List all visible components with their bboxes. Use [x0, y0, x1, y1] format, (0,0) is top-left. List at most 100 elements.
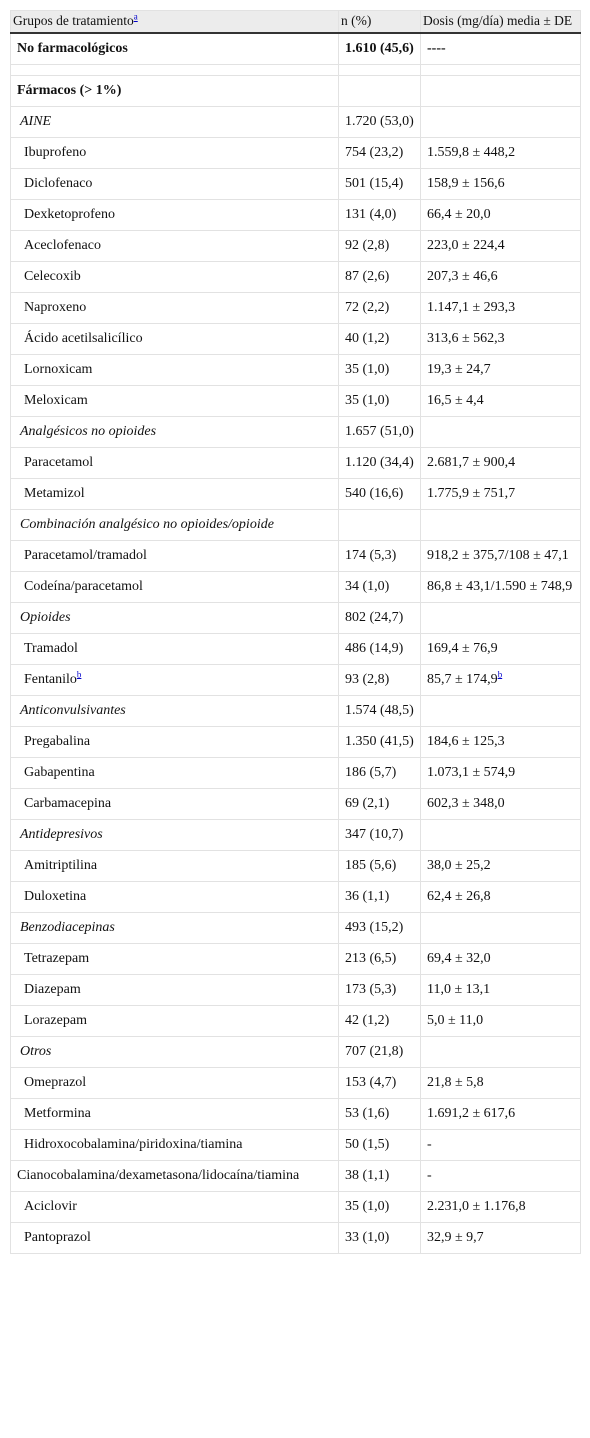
table-cell: 501 (15,4) [338, 168, 421, 200]
table-cell: Meloxicam [10, 385, 339, 417]
table-row: Otros 707 (21,8) [10, 1036, 581, 1068]
data-table: Grupos de tratamientoa n (%) Dosis (mg/día… [10, 10, 581, 1254]
footnote-ref: b [76, 669, 82, 680]
table-cell: 11,0 ± 13,1 [420, 974, 581, 1006]
table-cell: 38,0 ± 25,2 [420, 850, 581, 882]
table-cell: Pantoprazol [10, 1222, 339, 1254]
table-cell: Dexketoprofeno [10, 199, 339, 231]
table-cell: 174 (5,3) [338, 540, 421, 572]
table-cell: 92 (2,8) [338, 230, 421, 262]
table-row: Hidroxocobalamina/piridoxina/tiamina 50 (… [10, 1129, 581, 1161]
table-row: Aciclovir 35 (1,0) 2.231,0 ± 1.176,8 [10, 1191, 581, 1223]
table-cell: Codeína/paracetamol [10, 571, 339, 603]
table-row: Celecoxib 87 (2,6) 207,3 ± 46,6 [10, 261, 581, 293]
table-row: Antidepresivos 347 (10,7) [10, 819, 581, 851]
table-row: Tramadol 486 (14,9) 169,4 ± 76,9 [10, 633, 581, 665]
table-cell: 486 (14,9) [338, 633, 421, 665]
table-cell [420, 509, 581, 541]
table-row [10, 64, 581, 76]
footnote-ref: b [497, 669, 503, 680]
table-cell: ---- [420, 32, 581, 65]
table-row: Pantoprazol 33 (1,0) 32,9 ± 9,7 [10, 1222, 581, 1254]
table-cell: Pregabalina [10, 726, 339, 758]
table-cell [10, 64, 339, 76]
table-cell [420, 912, 581, 944]
table-cell: 33 (1,0) [338, 1222, 421, 1254]
header-cell: Grupos de tratamientoa [10, 10, 339, 34]
table-cell: 1.610 (45,6) [338, 32, 421, 65]
table-row: Ibuprofeno 754 (23,2) 1.559,8 ± 448,2 [10, 137, 581, 169]
table-cell: No farmacológicos [10, 32, 339, 65]
table-cell: 1.775,9 ± 751,7 [420, 478, 581, 510]
table-cell: Combinación analgésico no opioides/opioi… [10, 509, 339, 541]
table-cell: 32,9 ± 9,7 [420, 1222, 581, 1254]
table-cell: AINE [10, 106, 339, 138]
table-cell: Paracetamol [10, 447, 339, 479]
table-cell: 1.120 (34,4) [338, 447, 421, 479]
table-cell: 153 (4,7) [338, 1067, 421, 1099]
table-cell: 173 (5,3) [338, 974, 421, 1006]
table-cell [420, 602, 581, 634]
table-cell: 1.657 (51,0) [338, 416, 421, 448]
table-cell: 35 (1,0) [338, 385, 421, 417]
header-row: Grupos de tratamientoa n (%) Dosis (mg/día… [10, 10, 581, 34]
table-cell: Carbamacepina [10, 788, 339, 820]
table-row: Benzodiacepinas 493 (15,2) [10, 912, 581, 944]
table-cell: Celecoxib [10, 261, 339, 293]
table-cell: - [420, 1160, 581, 1192]
header-cell: Dosis (mg/día) media ± DE [420, 10, 581, 34]
table-cell: Aciclovir [10, 1191, 339, 1223]
table-cell: 223,0 ± 224,4 [420, 230, 581, 262]
table-row: Duloxetina 36 (1,1) 62,4 ± 26,8 [10, 881, 581, 913]
table-row: Meloxicam 35 (1,0) 16,5 ± 4,4 [10, 385, 581, 417]
table-cell [338, 509, 421, 541]
table-row: Naproxeno 72 (2,2) 1.147,1 ± 293,3 [10, 292, 581, 324]
footnote-ref: a [133, 11, 138, 22]
table-cell: 185 (5,6) [338, 850, 421, 882]
table-cell: Opioides [10, 602, 339, 634]
table-cell: 347 (10,7) [338, 819, 421, 851]
table-row: Omeprazol 153 (4,7) 21,8 ± 5,8 [10, 1067, 581, 1099]
table-cell: 62,4 ± 26,8 [420, 881, 581, 913]
table-cell: Duloxetina [10, 881, 339, 913]
table-cell: 66,4 ± 20,0 [420, 199, 581, 231]
table-cell: Aceclofenaco [10, 230, 339, 262]
table-cell: 35 (1,0) [338, 1191, 421, 1223]
table-cell: 93 (2,8) [338, 664, 421, 696]
table-cell: Omeprazol [10, 1067, 339, 1099]
table-cell: - [420, 1129, 581, 1161]
table-cell: 72 (2,2) [338, 292, 421, 324]
table-cell: Amitriptilina [10, 850, 339, 882]
table-row: Paracetamol/tramadol 174 (5,3) 918,2 ± 375… [10, 540, 581, 572]
table-cell: Diazepam [10, 974, 339, 1006]
table-row: Tetrazepam 213 (6,5) 69,4 ± 32,0 [10, 943, 581, 975]
table-cell [420, 1036, 581, 1068]
table-cell: Hidroxocobalamina/piridoxina/tiamina [10, 1129, 339, 1161]
table-cell: Metformina [10, 1098, 339, 1130]
table-cell: Anticonvulsivantes [10, 695, 339, 727]
table-cell: 313,6 ± 562,3 [420, 323, 581, 355]
table-row: Dexketoprofeno 131 (4,0) 66,4 ± 20,0 [10, 199, 581, 231]
table-cell: Ibuprofeno [10, 137, 339, 169]
table-row: Fentanilob 93 (2,8) 85,7 ± 174,9b [10, 664, 581, 696]
table-cell: 1.720 (53,0) [338, 106, 421, 138]
table-cell: 16,5 ± 4,4 [420, 385, 581, 417]
table-row: Paracetamol 1.120 (34,4) 2.681,7 ± 900,4 [10, 447, 581, 479]
table-cell: 169,4 ± 76,9 [420, 633, 581, 665]
table-cell: 1.147,1 ± 293,3 [420, 292, 581, 324]
table-cell: Diclofenaco [10, 168, 339, 200]
table-cell: Naproxeno [10, 292, 339, 324]
table-cell: Otros [10, 1036, 339, 1068]
table-row: Metamizol 540 (16,6) 1.775,9 ± 751,7 [10, 478, 581, 510]
table-row: Pregabalina 1.350 (41,5) 184,6 ± 125,3 [10, 726, 581, 758]
table-cell [420, 75, 581, 107]
table-cell: 213 (6,5) [338, 943, 421, 975]
table-cell: 50 (1,5) [338, 1129, 421, 1161]
table-cell: Gabapentina [10, 757, 339, 789]
table-cell: 42 (1,2) [338, 1005, 421, 1037]
table-cell: 1.073,1 ± 574,9 [420, 757, 581, 789]
table-cell: Tramadol [10, 633, 339, 665]
table-cell: Metamizol [10, 478, 339, 510]
table-cell: 1.574 (48,5) [338, 695, 421, 727]
header-cell: n (%) [338, 10, 421, 34]
